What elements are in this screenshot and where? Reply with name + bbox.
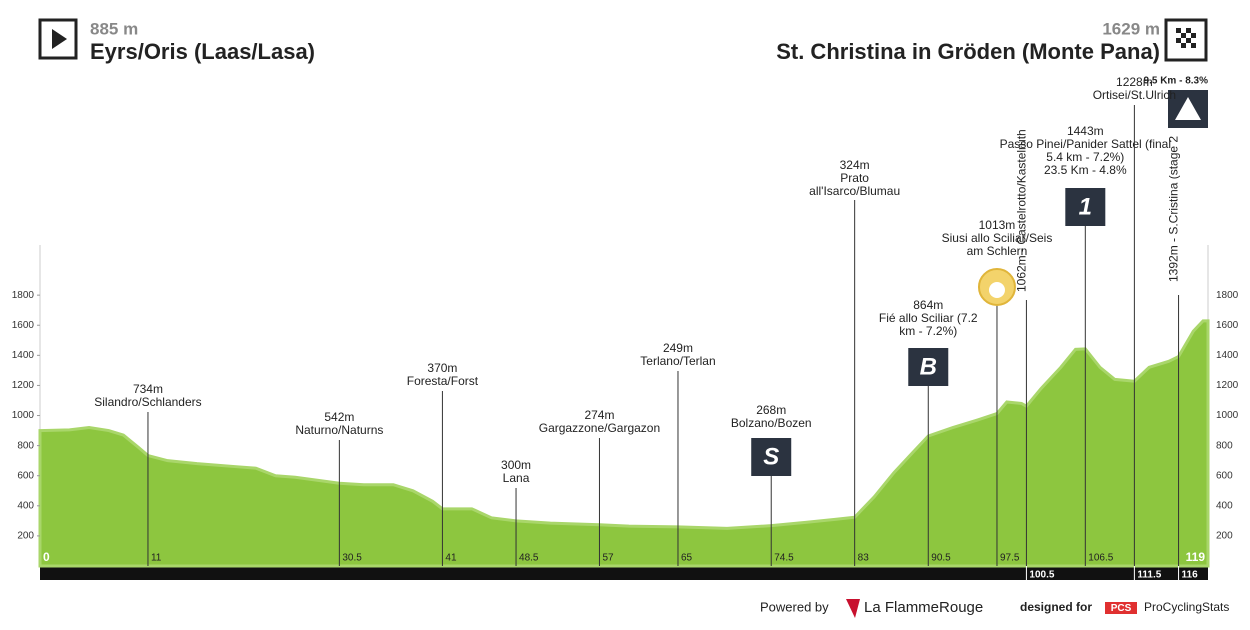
y-tick-label: 1400: [12, 350, 35, 361]
waypoint-label: 864m: [913, 298, 943, 312]
y-tick-label: 1600: [12, 320, 35, 331]
waypoint-label: 324m: [840, 158, 870, 172]
km-strip: [40, 566, 1208, 580]
waypoint-label: 268m: [756, 403, 786, 417]
footer: Powered by La FlammeRouge designed for P…: [760, 599, 1229, 618]
waypoint-label: Gargazzone/Gargazon: [539, 421, 660, 435]
golden-icon-inner: [988, 282, 1005, 298]
km-label: 90.5: [931, 553, 951, 564]
km-label: 83: [858, 553, 870, 564]
waypoint-label: Siusi allo Sciliar/Seis: [942, 231, 1053, 245]
waypoint-label: Terlano/Terlan: [640, 354, 715, 368]
waypoint-label: 734m: [133, 382, 163, 396]
waypoint-label: Naturno/Naturns: [295, 423, 383, 437]
waypoint-label: km - 7.2%): [899, 324, 957, 338]
y-tick-label-right: 200: [1216, 531, 1233, 542]
y-tick-label-right: 1200: [1216, 380, 1239, 391]
km-label: 97.5: [1000, 553, 1020, 564]
y-tick-label-right: 400: [1216, 500, 1233, 511]
waypoint-label: Fié allo Sciliar (7.2: [879, 311, 978, 325]
y-tick-label-right: 1000: [1216, 410, 1239, 421]
footer-designed: designed for: [1020, 600, 1092, 614]
km-label: 74.5: [774, 553, 794, 564]
start-altitude: 885 m: [90, 19, 138, 38]
waypoint-label-vertical: 1392m - S.Cristina (stage 2: [1167, 136, 1181, 282]
km-label: 11: [151, 553, 162, 564]
waypoint-label: Foresta/Forst: [407, 374, 479, 388]
waypoint-label: Lana: [503, 471, 530, 485]
y-tick-label-right: 1800: [1216, 290, 1239, 301]
waypoint-label: 23.5 Km - 4.8%: [1044, 163, 1127, 177]
waypoint-label: Silandro/Schlanders: [94, 395, 201, 409]
km-label: 65: [681, 553, 693, 564]
y-tick-label: 1000: [12, 410, 35, 421]
y-tick-label-right: 600: [1216, 470, 1233, 481]
waypoint-icon: [908, 348, 949, 386]
footer-pcs: PCS: [1111, 603, 1132, 614]
waypoint-label: 542m: [324, 410, 354, 424]
footer-brand: La FlammeRouge: [864, 599, 983, 616]
y-tick-label-right: 800: [1216, 440, 1233, 451]
finish-name: St. Christina in Gröden (Monte Pana): [776, 39, 1160, 64]
footer-site: ProCyclingStats: [1144, 600, 1229, 614]
start-name: Eyrs/Oris (Laas/Lasa): [90, 39, 315, 64]
start-icon-arrow: [52, 29, 67, 49]
waypoint-label: 1443m: [1067, 124, 1104, 138]
finish-climb: 9.5 Km - 8.3%: [1144, 76, 1209, 87]
waypoint-icon: [1065, 188, 1106, 226]
start-icon: [38, 18, 78, 60]
y-tick-label: 800: [17, 440, 34, 451]
pcs-logo: [1105, 602, 1137, 614]
y-tick-label: 400: [17, 500, 34, 511]
waypoint-label: all'Isarco/Blumau: [809, 184, 900, 198]
y-tick-label: 200: [17, 531, 34, 542]
waypoint-label: 274m: [584, 408, 614, 422]
finish-altitude: 1629 m: [1102, 19, 1160, 38]
finish-climb-icon-mountain: [1175, 97, 1201, 120]
waypoint-label: Bolzano/Bozen: [731, 416, 812, 430]
finish-icon: [1164, 18, 1208, 62]
km-label: 57: [602, 553, 614, 564]
km-label: 48.5: [519, 553, 539, 564]
km-label: 41: [445, 553, 457, 564]
y-tick-label-right: 1600: [1216, 320, 1239, 331]
waypoint-label: 1228m: [1116, 75, 1153, 89]
footer-powered: Powered by: [760, 599, 829, 614]
waypoint-label: 370m: [427, 361, 457, 375]
km-label: 119: [1186, 550, 1206, 564]
waypoint-icon-label: 1: [1079, 193, 1092, 220]
waypoint-label-vertical: 1062m - Castelrotto/Kastelruth: [1015, 129, 1029, 292]
km-label-lower: 100.5: [1029, 570, 1054, 581]
waypoint-label: 1013m: [979, 218, 1016, 232]
waypoint-icon-label: B: [920, 353, 937, 380]
flamme-logo: [846, 599, 860, 618]
km-label: 106.5: [1088, 553, 1113, 564]
y-tick-label-right: 1400: [1216, 350, 1239, 361]
waypoint-label: Prato: [840, 171, 869, 185]
waypoint-icon-label: S: [763, 443, 779, 470]
y-tick-label: 1200: [12, 380, 35, 391]
profile-area: [38, 319, 1210, 568]
km-label-lower: 116: [1182, 570, 1199, 581]
waypoint-label: 5.4 km - 7.2%): [1046, 150, 1124, 164]
y-tick-label: 600: [17, 470, 34, 481]
km-label-lower: 111.5: [1137, 570, 1161, 581]
waypoint-label: Ortisei/St.Ulrich: [1093, 88, 1176, 102]
waypoint-label: 300m: [501, 458, 531, 472]
waypoint-label: Passo Pinei/Panider Sattel (final: [1000, 137, 1171, 151]
waypoint-label: am Schlern: [967, 244, 1028, 258]
km-label: 0: [43, 550, 50, 564]
y-tick-label: 1800: [12, 290, 35, 301]
km-label: 30.5: [342, 553, 362, 564]
waypoint-icon: [751, 438, 792, 476]
waypoint-label: 249m: [663, 341, 693, 355]
